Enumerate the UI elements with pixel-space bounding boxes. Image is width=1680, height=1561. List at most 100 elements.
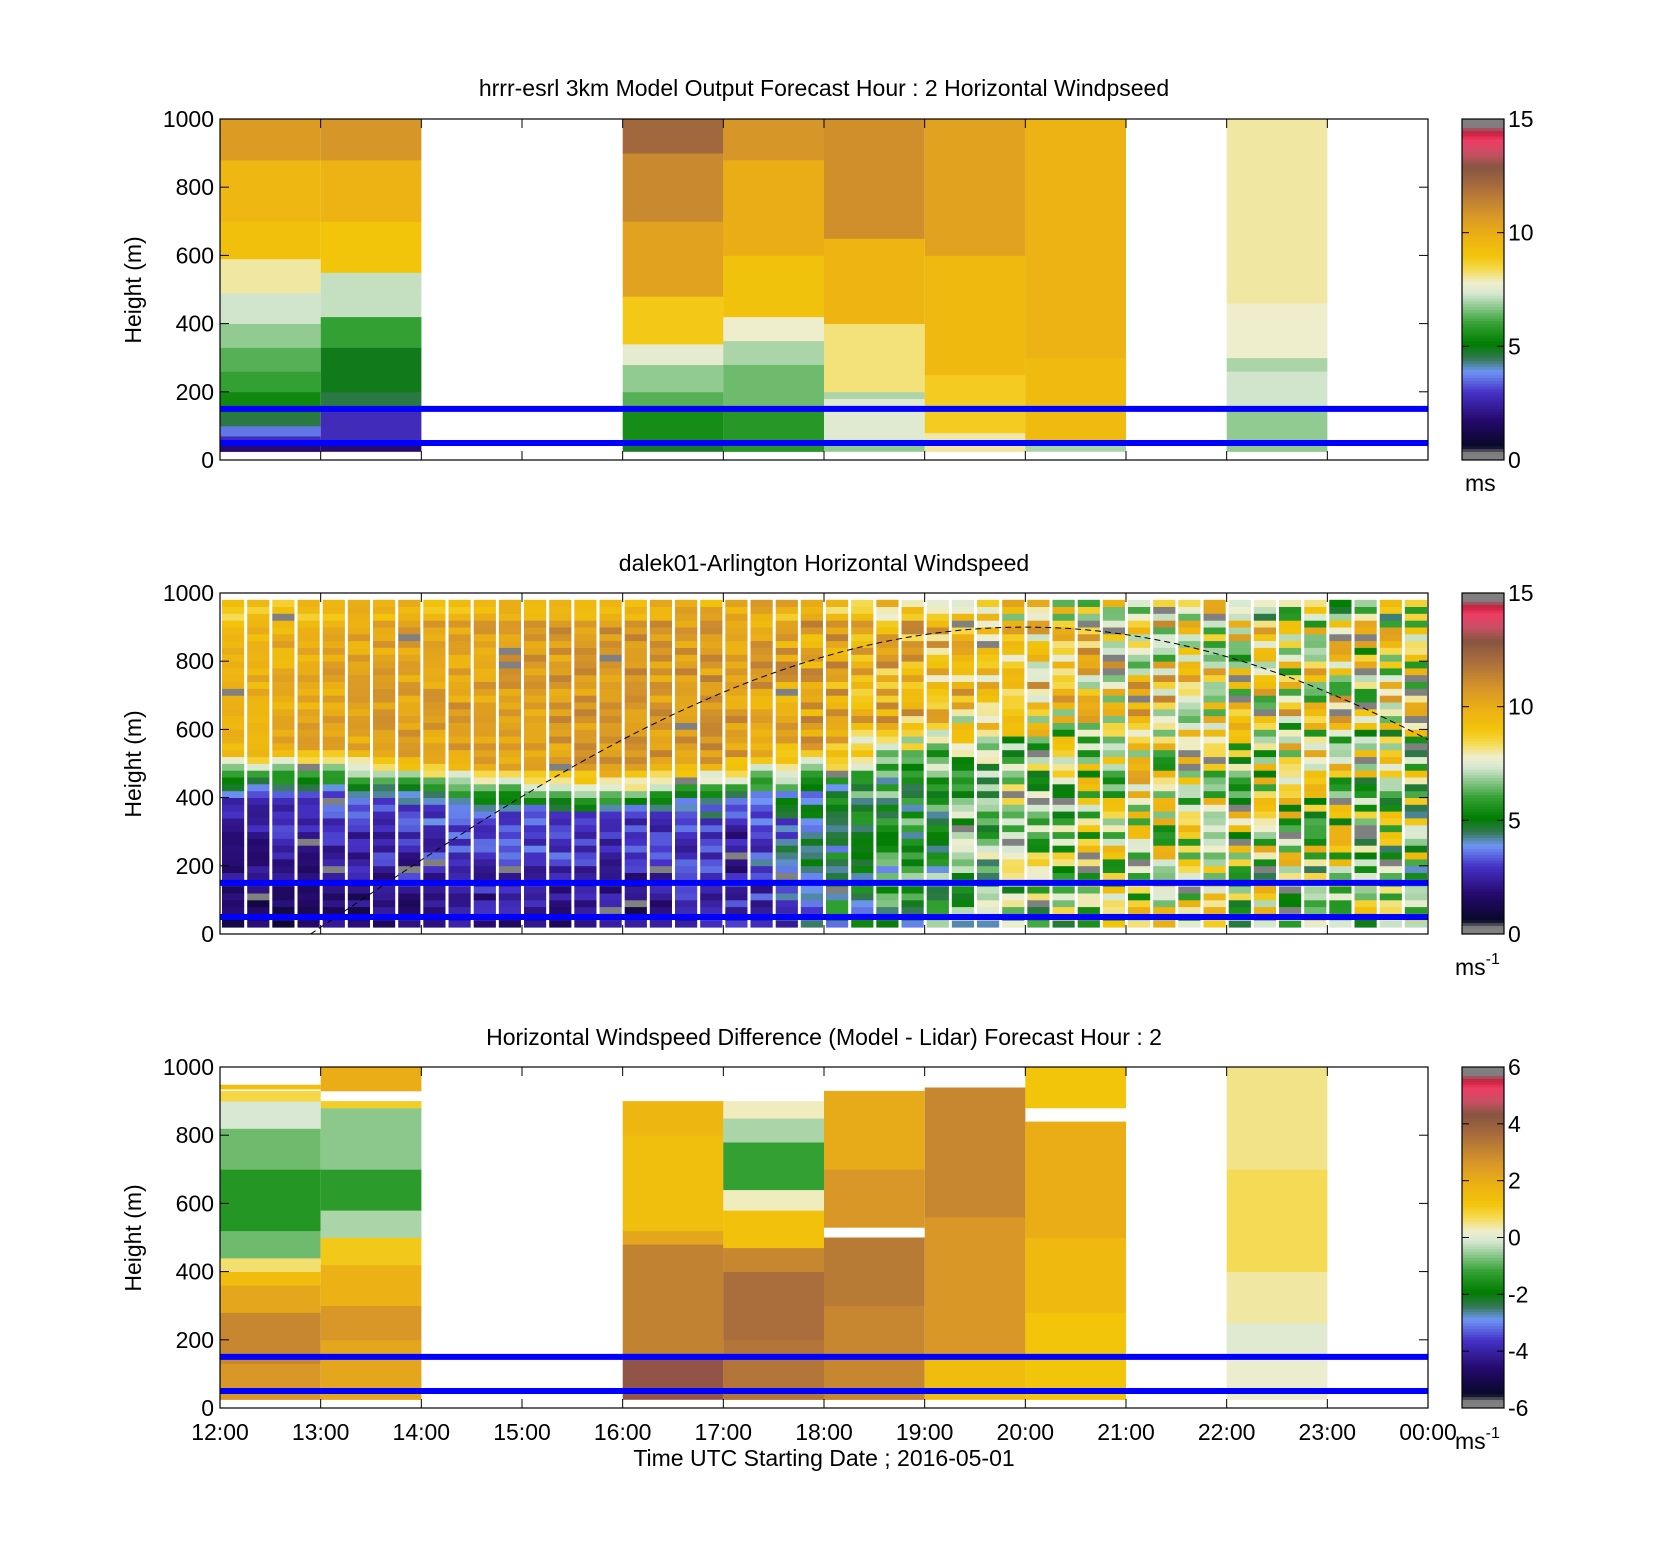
heatmap-cell [1279, 756, 1302, 764]
heatmap-cell [700, 681, 723, 689]
heatmap-cell [977, 736, 1000, 744]
heatmap-cell [498, 818, 521, 826]
heatmap-cell [297, 831, 320, 839]
heatmap-cell [247, 749, 270, 758]
heatmap-cell [498, 688, 521, 696]
heatmap-cell [1228, 708, 1251, 717]
heatmap-cell [1329, 674, 1352, 682]
heatmap-cell [1027, 790, 1050, 798]
heatmap-cell [926, 668, 949, 676]
colorbar-swatch [1462, 442, 1504, 447]
heatmap-cell [373, 647, 396, 655]
colorbar-swatch [1462, 1228, 1504, 1233]
heatmap-cell [473, 620, 496, 628]
heatmap-cell [1027, 633, 1050, 642]
panel-model-ylabel: Height (m) [120, 236, 146, 343]
heatmap-cell [473, 797, 496, 805]
heatmap-cell [624, 640, 647, 648]
heatmap-cell [297, 865, 320, 873]
heatmap-cell [675, 859, 698, 867]
heatmap-cell [398, 613, 421, 621]
heatmap-cell [624, 756, 647, 764]
heatmap-cell [1379, 702, 1402, 710]
heatmap-cell [220, 1363, 321, 1400]
heatmap-cell [1178, 708, 1201, 717]
colorbar-swatch [1462, 303, 1504, 308]
heatmap-cell [876, 824, 899, 833]
heatmap-cell [473, 702, 496, 710]
heatmap-cell [901, 681, 924, 689]
heatmap-cell [926, 845, 949, 853]
heatmap-cell [448, 749, 471, 758]
heatmap-cell [1304, 763, 1327, 771]
heatmap-cell [347, 777, 370, 785]
heatmap-cell [876, 770, 899, 778]
heatmap-cell [1027, 838, 1050, 846]
heatmap-cell [1002, 674, 1025, 682]
heatmap-cell [220, 425, 321, 437]
heatmap-cell [1279, 681, 1302, 689]
heatmap-cell [297, 688, 320, 696]
heatmap-cell [1379, 654, 1402, 662]
colorbar-swatch [1462, 826, 1504, 830]
heatmap-cell [549, 797, 572, 805]
heatmap-cell [473, 845, 496, 853]
heatmap-cell [951, 627, 974, 635]
colorbar-swatch [1462, 820, 1504, 824]
heatmap-cell [1178, 763, 1201, 771]
heatmap-cell [524, 633, 547, 642]
heatmap-cell [901, 838, 924, 846]
heatmap-cell [775, 865, 798, 873]
heatmap-cell [272, 715, 295, 723]
heatmap-cell [247, 784, 270, 792]
heatmap-cell [1102, 797, 1125, 805]
colorbar-swatch [1462, 882, 1504, 887]
heatmap-cell [473, 715, 496, 723]
heatmap-cell [1002, 729, 1025, 737]
heatmap-cell [272, 668, 295, 676]
heatmap-cell [1102, 599, 1125, 607]
heatmap-cell [373, 818, 396, 826]
heatmap-cell [1379, 722, 1402, 730]
heatmap-cell [423, 606, 446, 614]
heatmap-cell [322, 627, 345, 635]
heatmap-cell [320, 408, 422, 440]
heatmap-cell [1178, 770, 1201, 778]
colorbar-swatch [1462, 868, 1504, 872]
colorbar-swatch [1462, 1251, 1504, 1256]
heatmap-cell [1379, 620, 1402, 628]
heatmap-cell [549, 647, 572, 655]
heatmap-cell [1379, 743, 1402, 751]
colorbar-swatch [1462, 170, 1504, 174]
heatmap-cell [1279, 640, 1302, 648]
heatmap-cell [649, 599, 672, 607]
heatmap-cell [926, 627, 949, 635]
heatmap-cell [272, 640, 295, 648]
heatmap-cell [297, 811, 320, 819]
heatmap-cell [1253, 872, 1276, 880]
heatmap-cell [926, 708, 949, 717]
colorbar-swatch [1462, 431, 1504, 435]
heatmap-cell [423, 797, 446, 805]
heatmap-cell [977, 681, 1000, 689]
heatmap-cell [725, 859, 748, 867]
heatmap-cell [624, 647, 647, 655]
heatmap-cell [775, 824, 798, 833]
heatmap-cell [901, 722, 924, 730]
colorbar-swatch [1462, 1240, 1504, 1244]
colorbar-swatch [1462, 280, 1504, 285]
heatmap-cell [498, 756, 521, 764]
y-tick-label: 1000 [163, 1054, 214, 1080]
heatmap-cell [498, 804, 521, 812]
heatmap-cell [901, 647, 924, 655]
colorbar-swatch [1462, 1354, 1504, 1358]
heatmap-cell [1002, 702, 1025, 710]
heatmap-cell [1279, 722, 1302, 730]
heatmap-cell [473, 695, 496, 703]
colorbar-swatch [1462, 689, 1504, 693]
heatmap-cell [272, 777, 295, 785]
heatmap-cell [1354, 886, 1377, 894]
heatmap-cell [1228, 811, 1251, 819]
heatmap-cell [1203, 763, 1226, 771]
heatmap-cell [272, 695, 295, 703]
